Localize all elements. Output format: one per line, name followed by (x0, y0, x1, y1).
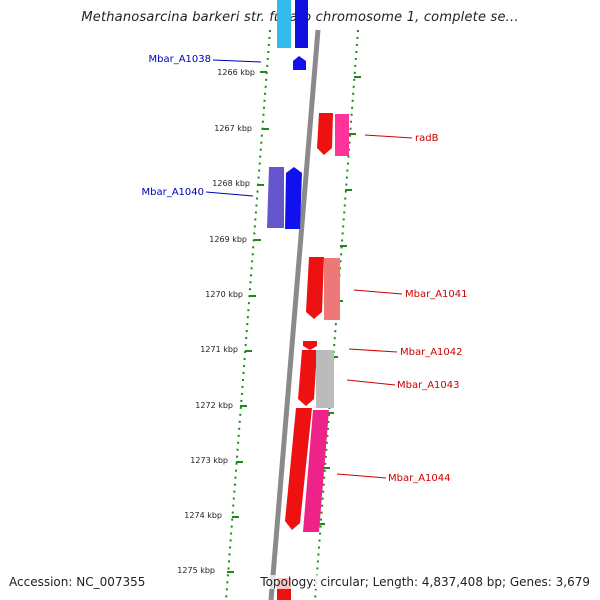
ruler-tick-1267: 1267 kbp (214, 124, 269, 133)
topology-summary: Topology: circular; Length: 4,837,408 bp… (258, 575, 590, 589)
ruler-tick-1275: 1275 kbp (177, 566, 234, 575)
ruler-tick-1274: 1274 kbp (184, 511, 239, 520)
ruler-label: 1266 kbp (217, 68, 255, 77)
gene-arrow-radb-1[interactable] (317, 113, 333, 155)
gene-block-cyan[interactable] (277, 0, 291, 48)
gene-block-mbar-a1041-b[interactable] (324, 258, 340, 320)
right-dotted-guide (314, 29, 359, 600)
ruler-tick-1272: 1272 kbp (195, 401, 247, 410)
gene-label-mbar-a1041[interactable]: Mbar_A1041 (405, 289, 468, 300)
ruler-tick-1273: 1273 kbp (190, 456, 243, 465)
ruler-tick-1271: 1271 kbp (200, 345, 252, 354)
ruler-label: 1267 kbp (214, 124, 252, 133)
gene-arrow-mbar-a1044-b[interactable] (303, 410, 329, 532)
gene-arrow-mbar-a1044-a[interactable] (285, 408, 312, 530)
label-connectors (205, 59, 413, 479)
gene-label-mbar-a1038[interactable]: Mbar_A1038 (148, 54, 211, 65)
gene-features (267, 0, 349, 600)
accession-text: Accession: NC_007355 (9, 575, 146, 589)
gene-labels: Mbar_A1038 Mbar_A1040 radB Mbar_A1041 Mb… (141, 54, 467, 484)
gene-arrow-mbar-a1042[interactable] (298, 350, 317, 406)
ruler-label: 1270 kbp (205, 290, 243, 299)
ruler-label: 1275 kbp (177, 566, 215, 575)
kbp-ruler: 1266 kbp 1267 kbp 1268 kbp 1269 kbp 1270… (177, 68, 269, 575)
ruler-tick-1266: 1266 kbp (217, 68, 267, 77)
gene-label-mbar-a1040[interactable]: Mbar_A1040 (141, 187, 204, 198)
ruler-label: 1273 kbp (190, 456, 228, 465)
gene-block-blue-top[interactable] (295, 0, 308, 48)
gene-arrow-light-blue[interactable] (267, 167, 284, 228)
chromosome-backbone (268, 29, 321, 600)
ruler-label: 1274 kbp (184, 511, 222, 520)
gene-arrow-mbar-a1038[interactable] (293, 56, 306, 70)
ruler-label: 1268 kbp (212, 179, 250, 188)
ruler-label: 1271 kbp (200, 345, 238, 354)
gene-arrow-mbar-a1041[interactable] (306, 257, 324, 319)
ruler-label: 1269 kbp (209, 235, 247, 244)
gene-label-radb[interactable]: radB (415, 133, 439, 144)
gene-label-mbar-a1042[interactable]: Mbar_A1042 (400, 347, 463, 358)
left-dotted-guide (225, 29, 271, 600)
gene-arrow-mbar-a1042-small[interactable] (303, 341, 317, 350)
ruler-label: 1272 kbp (195, 401, 233, 410)
gene-arrow-mbar-a1040[interactable] (285, 167, 302, 229)
ruler-tick-1269: 1269 kbp (209, 235, 261, 244)
ruler-tick-1270: 1270 kbp (205, 290, 256, 299)
gene-block-radb-2[interactable] (335, 114, 349, 156)
ruler-tick-1268: 1268 kbp (212, 179, 264, 188)
gene-block-mbar-a1043[interactable] (316, 350, 334, 408)
gene-label-mbar-a1044[interactable]: Mbar_A1044 (388, 473, 451, 484)
gene-label-mbar-a1043[interactable]: Mbar_A1043 (397, 380, 460, 391)
